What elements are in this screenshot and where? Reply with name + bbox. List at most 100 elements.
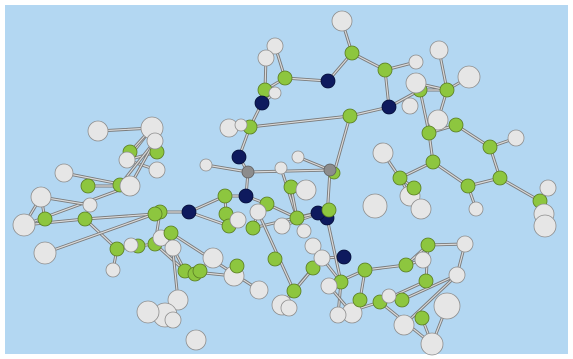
carbon-atom: [192, 263, 208, 279]
hydrogen-atom: [405, 72, 427, 94]
hydrogen-atom: [105, 262, 121, 278]
carbon-atom: [460, 178, 476, 194]
carbon-atom: [305, 260, 321, 276]
hydrogen-atom: [468, 201, 484, 217]
carbon-atom: [147, 206, 163, 222]
carbon-atom: [425, 154, 441, 170]
hydrogen-atom: [291, 150, 305, 164]
hydrogen-atom: [268, 86, 282, 100]
bond-highlight: [249, 115, 351, 128]
hydrogen-atom: [533, 214, 557, 238]
nitrogen-atom: [231, 149, 247, 165]
hydrogen-atom: [164, 311, 182, 329]
carbon-atom: [163, 225, 179, 241]
hydrogen-atom: [146, 132, 164, 150]
carbon-atom: [392, 170, 408, 186]
nitrogen-atom: [181, 204, 197, 220]
hydrogen-atom: [118, 151, 136, 169]
hydrogen-atom: [257, 49, 275, 67]
hydrogen-atom: [539, 179, 557, 197]
hydrogen-atom: [410, 198, 432, 220]
hydrogen-atom: [202, 247, 224, 269]
hydrogen-atom: [296, 223, 312, 239]
hydrogen-atom: [304, 237, 322, 255]
hydrogen-atom: [273, 217, 291, 235]
hydrogen-atom: [33, 241, 57, 265]
hydrogen-atom: [331, 10, 353, 32]
bond-highlight: [326, 217, 342, 283]
hydrogen-atom: [54, 163, 74, 183]
carbon-atom: [217, 188, 233, 204]
hydrogen-atom: [393, 314, 415, 336]
hydrogen-atom: [408, 54, 424, 70]
hydrogen-atom: [119, 175, 141, 197]
bond-highlight: [499, 177, 541, 202]
carbon-atom: [421, 125, 437, 141]
carbon-atom: [109, 241, 125, 257]
hydrogen-atom: [433, 292, 461, 320]
hydrogen-atom: [148, 161, 166, 179]
hydrogen-atom: [123, 237, 139, 253]
carbon-atom: [352, 292, 368, 308]
hydrogen-atom: [329, 306, 347, 324]
metal-atom: [323, 163, 337, 177]
carbon-atom: [377, 62, 393, 78]
carbon-atom: [286, 283, 302, 299]
bond-highlight: [205, 164, 249, 173]
carbon-atom: [80, 178, 96, 194]
hydrogen-atom: [362, 193, 388, 219]
hydrogen-atom: [507, 129, 525, 147]
hydrogen-atom: [372, 142, 394, 164]
carbon-atom: [492, 170, 508, 186]
hydrogen-atom: [30, 186, 52, 208]
atoms-layer: [12, 10, 557, 356]
nitrogen-atom: [254, 95, 270, 111]
carbon-atom: [406, 180, 422, 196]
bond-highlight: [84, 213, 156, 220]
nitrogen-atom: [336, 249, 352, 265]
carbon-atom: [420, 237, 436, 253]
nitrogen-atom: [320, 73, 336, 89]
bond-highlight: [44, 211, 161, 254]
bond-highlight: [257, 211, 295, 292]
carbon-atom: [482, 139, 498, 155]
hydrogen-atom: [429, 40, 449, 60]
carbon-atom: [267, 251, 283, 267]
bond-highlight: [403, 274, 458, 326]
carbon-atom: [418, 273, 434, 289]
hydrogen-atom: [274, 161, 288, 175]
hydrogen-atom: [427, 109, 449, 131]
hydrogen-atom: [381, 288, 397, 304]
hydrogen-atom: [320, 277, 338, 295]
metal-atom: [241, 165, 255, 179]
hydrogen-atom: [266, 37, 284, 55]
carbon-atom: [321, 202, 337, 218]
hydrogen-atom: [456, 235, 474, 253]
carbon-atom: [344, 45, 360, 61]
hydrogen-atom: [12, 213, 36, 237]
carbon-atom: [229, 258, 245, 274]
hydrogen-atom: [420, 332, 444, 356]
carbon-atom: [414, 310, 430, 326]
hydrogen-atom: [249, 280, 269, 300]
hydrogen-atom: [136, 300, 160, 324]
hydrogen-atom: [401, 97, 419, 115]
hydrogen-atom: [249, 203, 267, 221]
carbon-atom: [398, 257, 414, 273]
nitrogen-atom: [238, 188, 254, 204]
hydrogen-atom: [199, 158, 213, 172]
hydrogen-atom: [185, 329, 207, 351]
carbon-atom: [289, 210, 305, 226]
carbon-atom: [77, 211, 93, 227]
nitrogen-atom: [381, 99, 397, 115]
bond-highlight: [247, 169, 331, 173]
carbon-atom: [357, 262, 373, 278]
carbon-atom: [448, 117, 464, 133]
bond-highlight: [333, 115, 351, 174]
carbon-atom: [245, 220, 261, 236]
carbon-atom: [277, 70, 293, 86]
hydrogen-atom: [295, 179, 317, 201]
carbon-atom: [37, 211, 53, 227]
